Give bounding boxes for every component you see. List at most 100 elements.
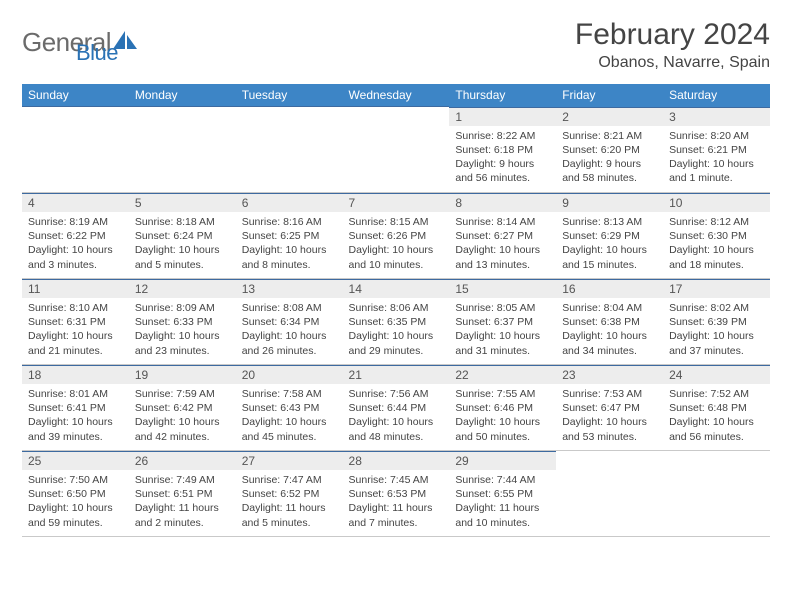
sunrise-text: Sunrise: 8:14 AM (455, 215, 550, 229)
sunset-text: Sunset: 6:38 PM (562, 315, 657, 329)
calendar-day: 24 Sunrise: 7:52 AMSunset: 6:48 PMDayligh… (663, 365, 770, 451)
sunrise-text: Sunrise: 7:56 AM (349, 387, 444, 401)
day-number: 9 (556, 193, 663, 212)
day-number: 13 (236, 279, 343, 298)
day-number: 12 (129, 279, 236, 298)
daylight-text: Daylight: 10 hours and 56 minutes. (669, 415, 764, 443)
daylight-text: Daylight: 10 hours and 31 minutes. (455, 329, 550, 357)
calendar-day: 15Sunrise: 8:05 AMSunset: 6:37 PMDayligh… (449, 279, 556, 365)
day-number: 23 (556, 365, 663, 384)
sunset-text: Sunset: 6:39 PM (669, 315, 764, 329)
sunrise-text: Sunrise: 8:09 AM (135, 301, 230, 315)
sunset-text: Sunset: 6:44 PM (349, 401, 444, 415)
sunset-text: Sunset: 6:37 PM (455, 315, 550, 329)
sunset-text: Sunset: 6:46 PM (455, 401, 550, 415)
sunrise-text: Sunrise: 8:20 AM (669, 129, 764, 143)
day-number: 24 (663, 365, 770, 384)
day-number: 20 (236, 365, 343, 384)
day-details: Sunrise: 7:49 AMSunset: 6:51 PMDaylight:… (129, 470, 236, 534)
calendar-body: 1Sunrise: 8:22 AMSunset: 6:18 PMDaylight… (22, 107, 770, 537)
day-details: Sunrise: 8:18 AMSunset: 6:24 PMDaylight:… (129, 212, 236, 276)
day-details: Sunrise: 7:59 AMSunset: 6:42 PMDaylight:… (129, 384, 236, 448)
daylight-text: Daylight: 10 hours and 59 minutes. (28, 501, 123, 529)
daylight-text: Daylight: 10 hours and 3 minutes. (28, 243, 123, 271)
sunset-text: Sunset: 6:50 PM (28, 487, 123, 501)
sunrise-text: Sunrise: 7:52 AM (669, 387, 764, 401)
day-details: Sunrise: 8:12 AMSunset: 6:30 PMDaylight:… (663, 212, 770, 276)
daylight-text: Daylight: 10 hours and 13 minutes. (455, 243, 550, 271)
sunset-text: Sunset: 6:26 PM (349, 229, 444, 243)
daylight-text: Daylight: 10 hours and 45 minutes. (242, 415, 337, 443)
daylight-text: Daylight: 10 hours and 26 minutes. (242, 329, 337, 357)
sunset-text: Sunset: 6:30 PM (669, 229, 764, 243)
calendar-day: 17Sunrise: 8:02 AMSunset: 6:39 PMDayligh… (663, 279, 770, 365)
daylight-text: Daylight: 10 hours and 21 minutes. (28, 329, 123, 357)
calendar-week: 11Sunrise: 8:10 AMSunset: 6:31 PMDayligh… (22, 279, 770, 365)
day-details: Sunrise: 8:09 AMSunset: 6:33 PMDaylight:… (129, 298, 236, 362)
calendar-week: 1Sunrise: 8:22 AMSunset: 6:18 PMDaylight… (22, 107, 770, 193)
sunset-text: Sunset: 6:43 PM (242, 401, 337, 415)
calendar-table: SundayMondayTuesdayWednesdayThursdayFrid… (22, 84, 770, 537)
sunrise-text: Sunrise: 8:22 AM (455, 129, 550, 143)
day-details: Sunrise: 8:13 AMSunset: 6:29 PMDaylight:… (556, 212, 663, 276)
day-number: 27 (236, 451, 343, 470)
daylight-text: Daylight: 10 hours and 10 minutes. (349, 243, 444, 271)
day-details: Sunrise: 8:01 AMSunset: 6:41 PMDaylight:… (22, 384, 129, 448)
sunset-text: Sunset: 6:42 PM (135, 401, 230, 415)
sunset-text: Sunset: 6:35 PM (349, 315, 444, 329)
calendar-day: 10Sunrise: 8:12 AMSunset: 6:30 PMDayligh… (663, 193, 770, 279)
calendar-day-empty (663, 451, 770, 537)
calendar-day: 3Sunrise: 8:20 AMSunset: 6:21 PMDaylight… (663, 107, 770, 193)
calendar-day: 4Sunrise: 8:19 AMSunset: 6:22 PMDaylight… (22, 193, 129, 279)
daylight-text: Daylight: 10 hours and 1 minute. (669, 157, 764, 185)
sunset-text: Sunset: 6:24 PM (135, 229, 230, 243)
day-details: Sunrise: 7:53 AMSunset: 6:47 PMDaylight:… (556, 384, 663, 448)
day-number: 21 (343, 365, 450, 384)
header: General Blue February 2024 Obanos, Navar… (22, 18, 770, 72)
sunrise-text: Sunrise: 8:21 AM (562, 129, 657, 143)
dow-header: Wednesday (343, 84, 450, 107)
day-number: 10 (663, 193, 770, 212)
sunrise-text: Sunrise: 8:13 AM (562, 215, 657, 229)
day-number: 8 (449, 193, 556, 212)
calendar-day: 21Sunrise: 7:56 AMSunset: 6:44 PMDayligh… (343, 365, 450, 451)
sunrise-text: Sunrise: 7:49 AM (135, 473, 230, 487)
sunset-text: Sunset: 6:53 PM (349, 487, 444, 501)
sunset-text: Sunset: 6:52 PM (242, 487, 337, 501)
daylight-text: Daylight: 10 hours and 23 minutes. (135, 329, 230, 357)
daylight-text: Daylight: 10 hours and 39 minutes. (28, 415, 123, 443)
daylight-text: Daylight: 10 hours and 42 minutes. (135, 415, 230, 443)
sunrise-text: Sunrise: 7:53 AM (562, 387, 657, 401)
daylight-text: Daylight: 10 hours and 34 minutes. (562, 329, 657, 357)
daylight-text: Daylight: 10 hours and 5 minutes. (135, 243, 230, 271)
calendar-day: 2Sunrise: 8:21 AMSunset: 6:20 PMDaylight… (556, 107, 663, 193)
calendar-day: 28Sunrise: 7:45 AMSunset: 6:53 PMDayligh… (343, 451, 450, 537)
day-number: 29 (449, 451, 556, 470)
sunset-text: Sunset: 6:47 PM (562, 401, 657, 415)
sunset-text: Sunset: 6:48 PM (669, 401, 764, 415)
sunrise-text: Sunrise: 8:04 AM (562, 301, 657, 315)
day-details: Sunrise: 8:21 AMSunset: 6:20 PMDaylight:… (556, 126, 663, 190)
day-number: 4 (22, 193, 129, 212)
dow-header: Monday (129, 84, 236, 107)
day-number: 28 (343, 451, 450, 470)
day-details: Sunrise: 8:04 AMSunset: 6:38 PMDaylight:… (556, 298, 663, 362)
day-details: Sunrise: 8:20 AMSunset: 6:21 PMDaylight:… (663, 126, 770, 190)
sunset-text: Sunset: 6:51 PM (135, 487, 230, 501)
calendar-day: 5Sunrise: 8:18 AMSunset: 6:24 PMDaylight… (129, 193, 236, 279)
calendar-day: 25Sunrise: 7:50 AMSunset: 6:50 PMDayligh… (22, 451, 129, 537)
sunrise-text: Sunrise: 8:16 AM (242, 215, 337, 229)
day-number: 14 (343, 279, 450, 298)
calendar-day: 13Sunrise: 8:08 AMSunset: 6:34 PMDayligh… (236, 279, 343, 365)
daylight-text: Daylight: 10 hours and 50 minutes. (455, 415, 550, 443)
calendar-day-empty (343, 107, 450, 193)
calendar-week: 4Sunrise: 8:19 AMSunset: 6:22 PMDaylight… (22, 193, 770, 279)
daylight-text: Daylight: 10 hours and 53 minutes. (562, 415, 657, 443)
calendar-week: 25Sunrise: 7:50 AMSunset: 6:50 PMDayligh… (22, 451, 770, 537)
calendar-day: 12Sunrise: 8:09 AMSunset: 6:33 PMDayligh… (129, 279, 236, 365)
sunset-text: Sunset: 6:21 PM (669, 143, 764, 157)
day-number: 3 (663, 107, 770, 126)
daylight-text: Daylight: 10 hours and 18 minutes. (669, 243, 764, 271)
day-details: Sunrise: 8:06 AMSunset: 6:35 PMDaylight:… (343, 298, 450, 362)
day-number: 7 (343, 193, 450, 212)
